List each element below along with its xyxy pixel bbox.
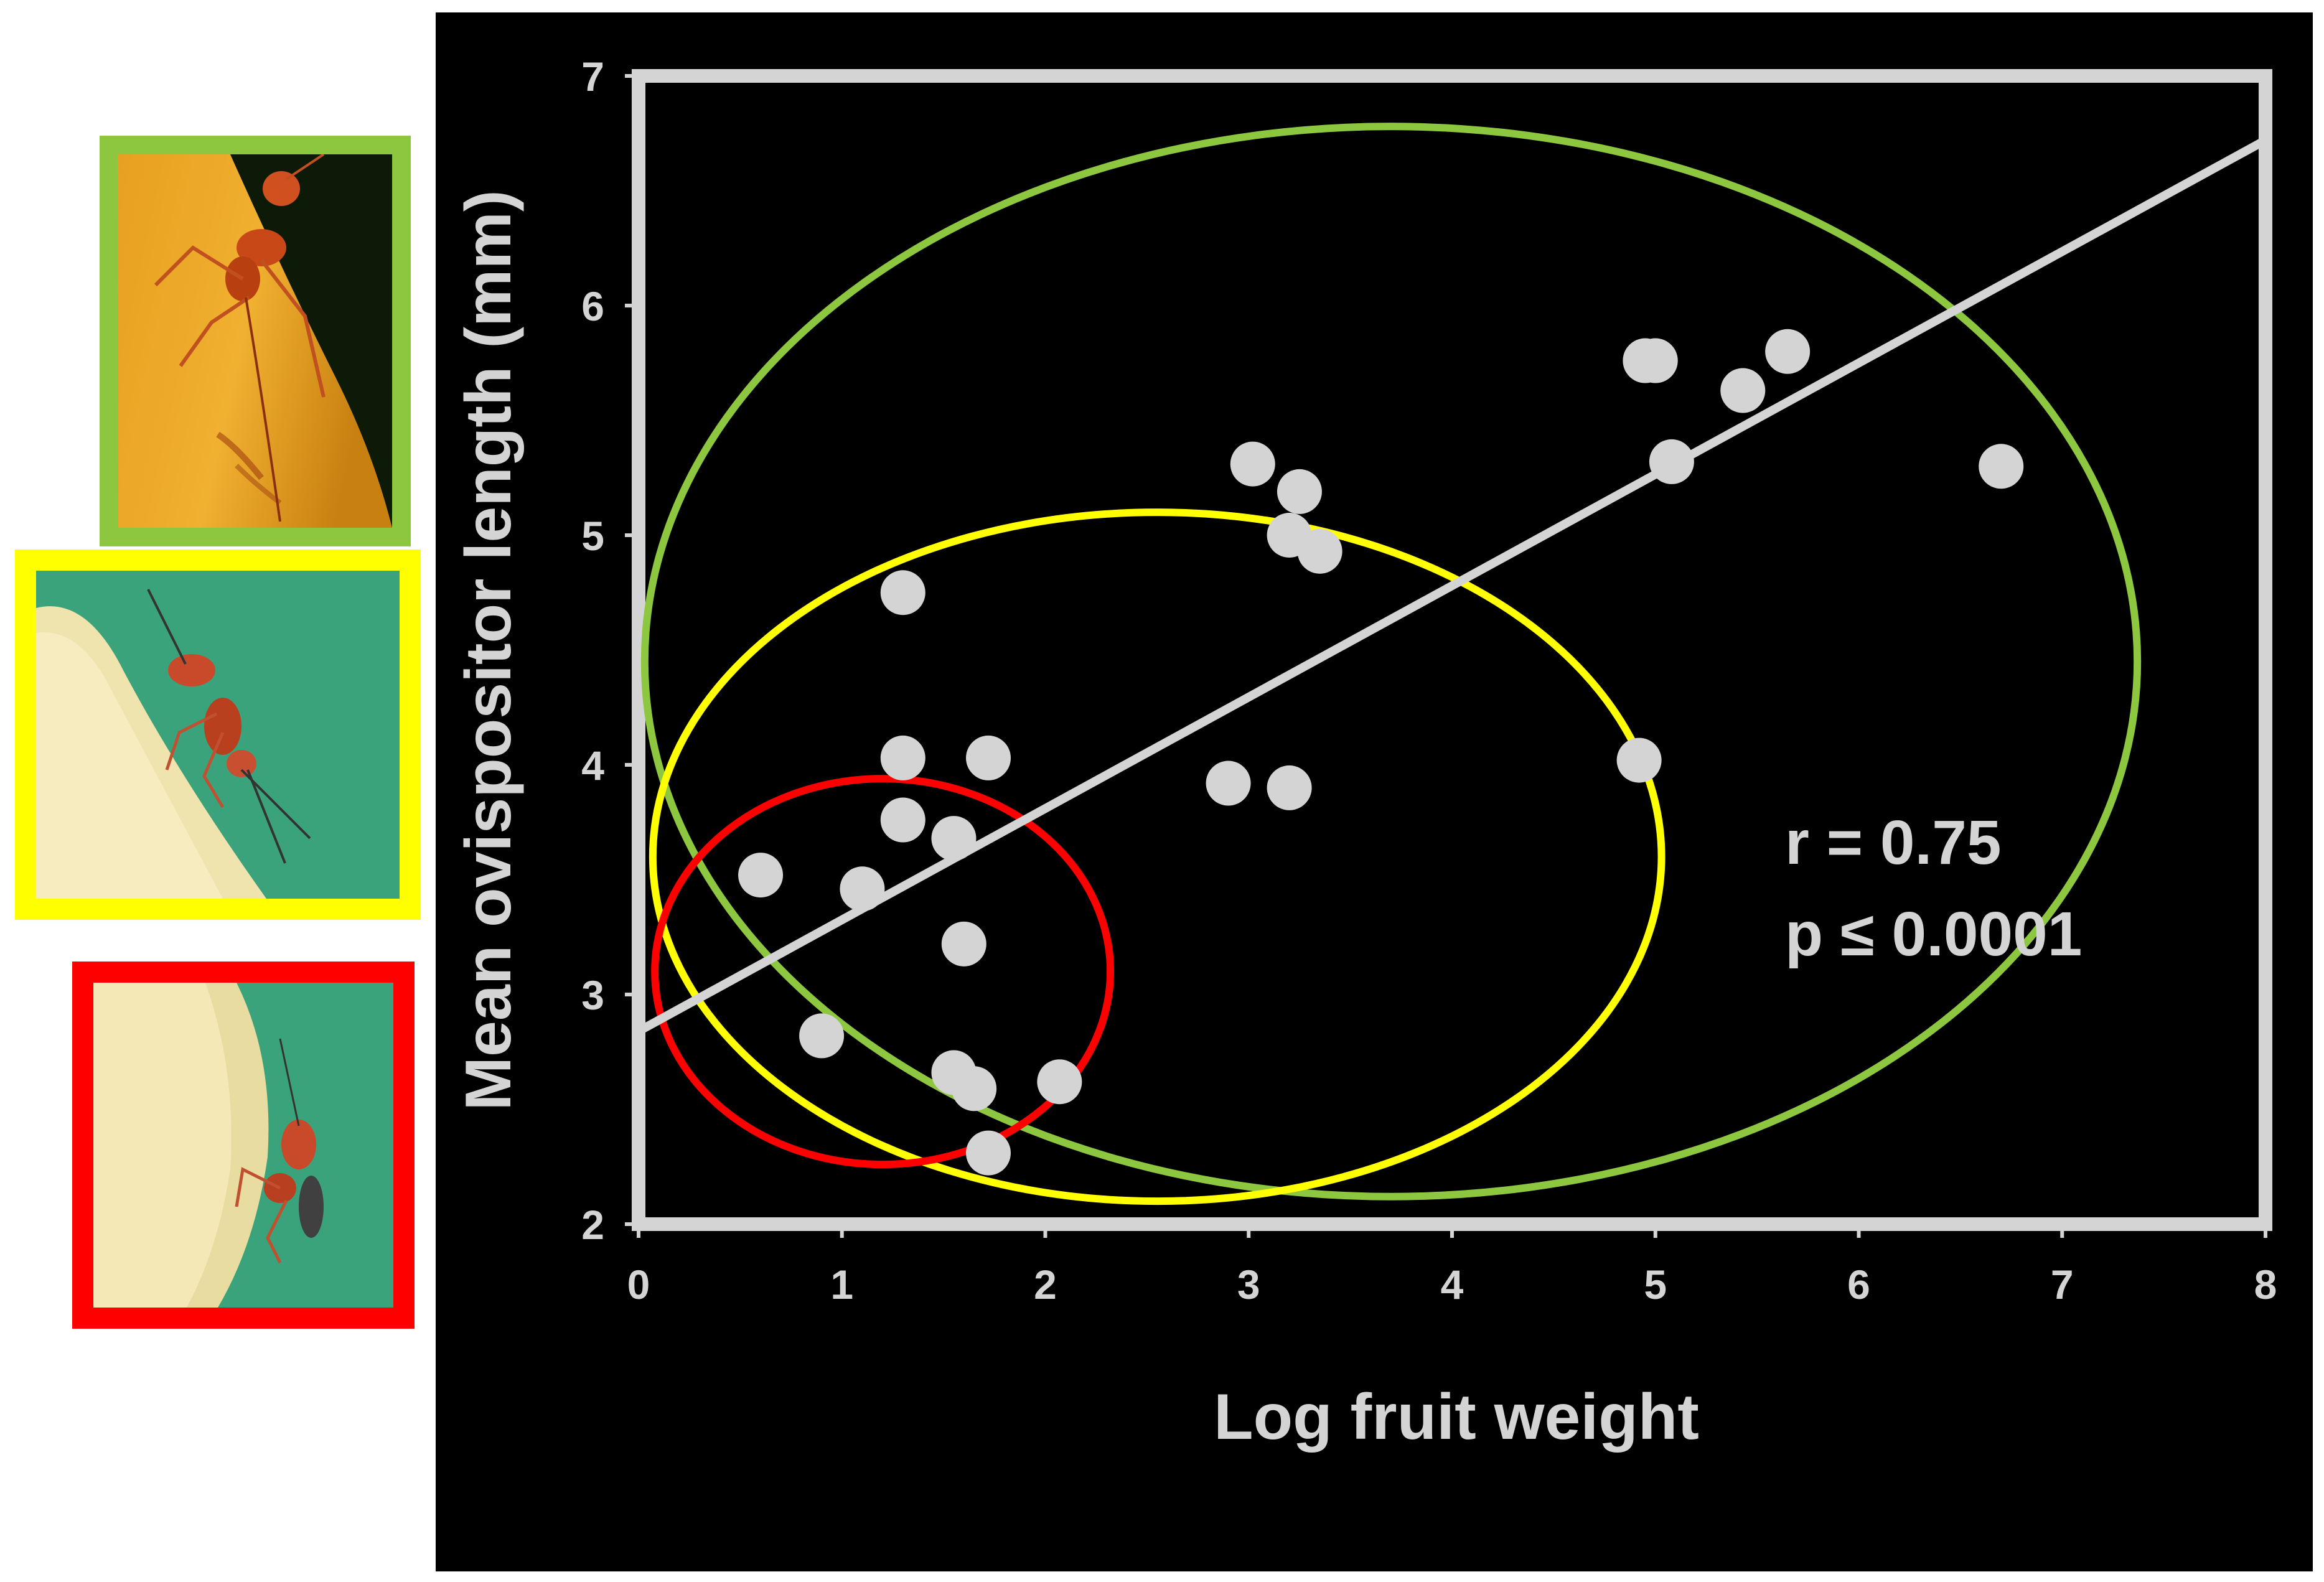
data-point-14: [1267, 765, 1312, 810]
data-point-7: [941, 921, 986, 967]
data-point-11: [966, 735, 1011, 780]
y-tick-label-2: 4: [581, 742, 604, 789]
x-tick-label-1: 1: [830, 1261, 853, 1308]
x-tick-label-3: 3: [1237, 1261, 1260, 1308]
x-axis-title: Log fruit weight: [1214, 1381, 1699, 1453]
data-point-12: [1037, 1059, 1082, 1105]
correlation-text: r = 0.75: [1785, 808, 2002, 878]
x-tick-label-8: 8: [2254, 1261, 2277, 1308]
wasp-photo-yellow: [15, 550, 421, 920]
data-point-0: [738, 853, 784, 898]
x-tick-label-0: 0: [627, 1261, 650, 1308]
data-point-24: [1765, 329, 1811, 374]
data-point-16: [1277, 469, 1322, 514]
data-point-21: [1633, 338, 1678, 383]
y-tick-label-1: 3: [581, 972, 604, 1018]
data-point-15: [1230, 441, 1275, 487]
x-tick-label-2: 2: [1034, 1261, 1057, 1308]
y-tick-label-0: 2: [581, 1202, 604, 1248]
regression-line: [636, 136, 2268, 1036]
group-ellipses: [640, 123, 2142, 1205]
chart-panel: [436, 12, 2313, 1571]
data-point-5: [880, 797, 925, 843]
x-tick-label-5: 5: [1644, 1261, 1667, 1308]
data-point-18: [1297, 528, 1342, 574]
p-value-text: p ≤ 0.0001: [1785, 899, 2082, 969]
data-point-19: [1616, 737, 1662, 783]
group-ellipse-0: [640, 123, 2142, 1201]
axis-ticks: 0 1 2 3 4 5 6 7 8 2 3 4 5 6 7: [581, 54, 2277, 1308]
group-ellipse-2: [651, 775, 1115, 1169]
data-point-2: [840, 866, 885, 912]
x-tick-label-4: 4: [1441, 1261, 1464, 1308]
data-point-9: [952, 1066, 997, 1112]
data-point-22: [1649, 439, 1694, 484]
wasp-photo-green: [100, 136, 411, 546]
group-ellipse-1: [649, 508, 1666, 1205]
y-tick-label-3: 5: [581, 513, 604, 559]
x-tick-label-7: 7: [2051, 1261, 2074, 1308]
data-point-23: [1720, 368, 1766, 413]
data-point-25: [1979, 444, 2024, 489]
y-tick-label-4: 6: [581, 283, 604, 329]
data-point-4: [880, 735, 925, 780]
data-point-10: [966, 1130, 1011, 1176]
data-point-3: [880, 570, 925, 615]
data-point-6: [931, 816, 977, 861]
y-axis-title: Mean ovispositor length (mm): [452, 190, 525, 1110]
data-points: [738, 329, 2024, 1176]
wasp-photo-red: [72, 962, 415, 1329]
y-tick-label-5: 7: [581, 54, 604, 100]
x-tick-label-6: 6: [1847, 1261, 1870, 1308]
data-point-1: [799, 1013, 845, 1059]
data-point-13: [1206, 761, 1251, 806]
